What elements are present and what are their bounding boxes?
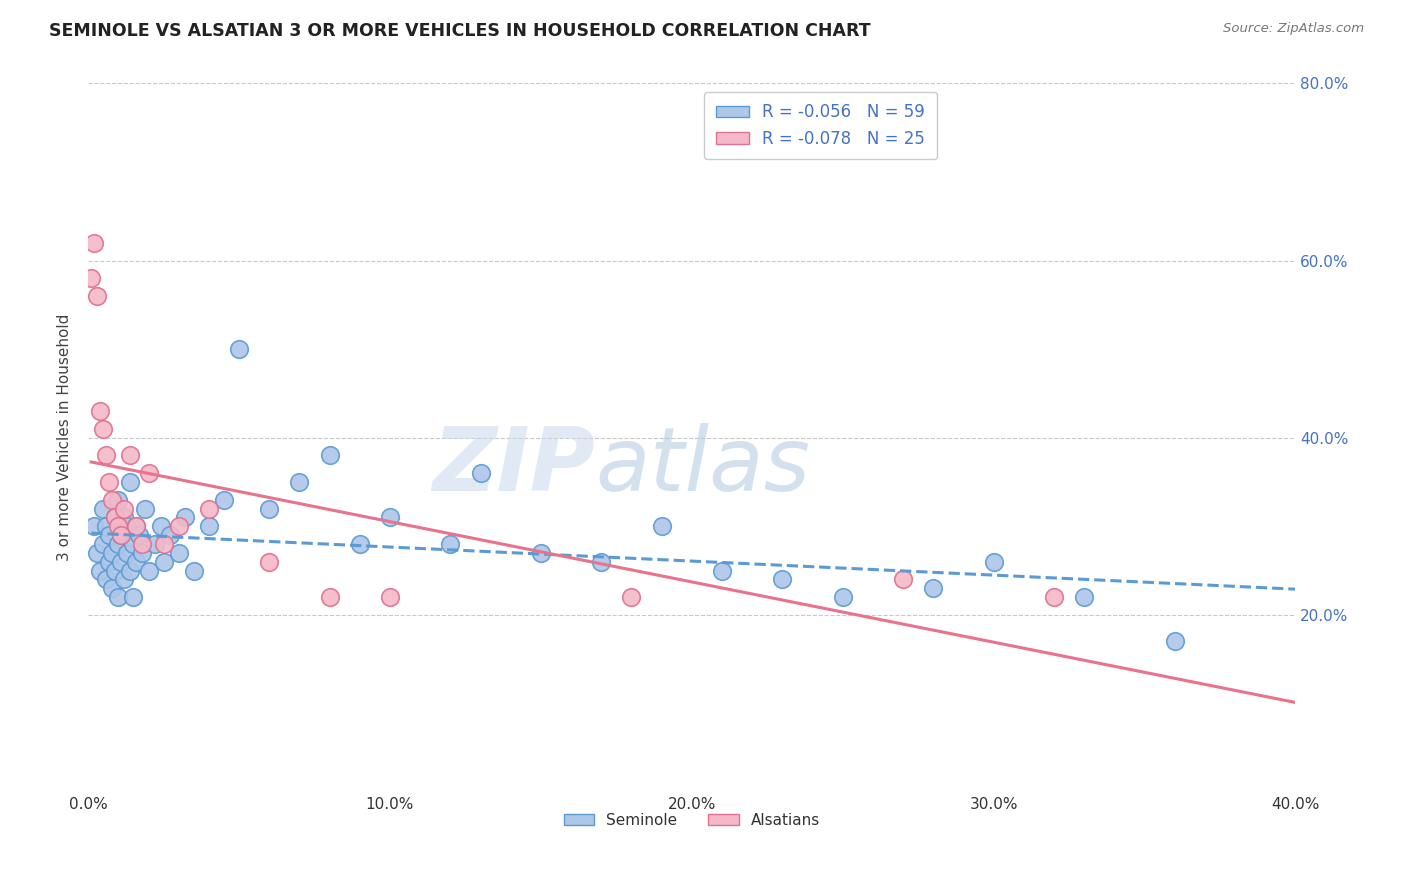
Point — [122, 590, 145, 604]
Point — [80, 271, 103, 285]
Point — [318, 590, 340, 604]
Point — [89, 564, 111, 578]
Point — [120, 449, 142, 463]
Point — [530, 546, 553, 560]
Point — [149, 519, 172, 533]
Point — [891, 573, 914, 587]
Point — [1164, 634, 1187, 648]
Point — [131, 546, 153, 560]
Point — [107, 492, 129, 507]
Point — [110, 555, 132, 569]
Point — [104, 510, 127, 524]
Point — [228, 342, 250, 356]
Point — [107, 590, 129, 604]
Point — [101, 581, 124, 595]
Point — [152, 555, 174, 569]
Point — [83, 235, 105, 250]
Point — [96, 449, 118, 463]
Point — [831, 590, 853, 604]
Legend: Seminole, Alsatians: Seminole, Alsatians — [557, 806, 827, 834]
Point — [91, 422, 114, 436]
Point — [183, 564, 205, 578]
Point — [318, 449, 340, 463]
Point — [349, 537, 371, 551]
Point — [120, 475, 142, 489]
Point — [198, 501, 221, 516]
Point — [257, 501, 280, 516]
Y-axis label: 3 or more Vehicles in Household: 3 or more Vehicles in Household — [58, 314, 72, 561]
Point — [104, 510, 127, 524]
Point — [167, 519, 190, 533]
Point — [125, 555, 148, 569]
Point — [159, 528, 181, 542]
Text: SEMINOLE VS ALSATIAN 3 OR MORE VEHICLES IN HOUSEHOLD CORRELATION CHART: SEMINOLE VS ALSATIAN 3 OR MORE VEHICLES … — [49, 22, 870, 40]
Point — [128, 528, 150, 542]
Point — [711, 564, 734, 578]
Point — [922, 581, 945, 595]
Point — [288, 475, 311, 489]
Point — [620, 590, 643, 604]
Point — [89, 404, 111, 418]
Point — [378, 590, 401, 604]
Point — [983, 555, 1005, 569]
Point — [470, 466, 492, 480]
Point — [198, 519, 221, 533]
Point — [212, 492, 235, 507]
Point — [107, 537, 129, 551]
Point — [98, 475, 121, 489]
Point — [1073, 590, 1095, 604]
Point — [125, 519, 148, 533]
Point — [378, 510, 401, 524]
Point — [112, 573, 135, 587]
Point — [167, 546, 190, 560]
Point — [117, 519, 139, 533]
Point — [98, 555, 121, 569]
Point — [152, 537, 174, 551]
Point — [86, 546, 108, 560]
Point — [86, 289, 108, 303]
Point — [101, 546, 124, 560]
Point — [1043, 590, 1066, 604]
Point — [138, 466, 160, 480]
Point — [138, 564, 160, 578]
Point — [110, 528, 132, 542]
Point — [112, 510, 135, 524]
Point — [101, 492, 124, 507]
Point — [770, 573, 793, 587]
Text: ZIP: ZIP — [433, 423, 595, 509]
Point — [439, 537, 461, 551]
Text: Source: ZipAtlas.com: Source: ZipAtlas.com — [1223, 22, 1364, 36]
Point — [120, 564, 142, 578]
Point — [125, 519, 148, 533]
Text: atlas: atlas — [595, 423, 810, 509]
Point — [110, 528, 132, 542]
Point — [143, 537, 166, 551]
Point — [112, 501, 135, 516]
Point — [91, 537, 114, 551]
Point — [173, 510, 195, 524]
Point — [107, 519, 129, 533]
Point — [651, 519, 673, 533]
Point — [122, 537, 145, 551]
Point — [117, 546, 139, 560]
Point — [91, 501, 114, 516]
Point — [83, 519, 105, 533]
Point — [96, 519, 118, 533]
Point — [134, 501, 156, 516]
Point — [104, 564, 127, 578]
Point — [131, 537, 153, 551]
Point — [591, 555, 613, 569]
Point — [257, 555, 280, 569]
Point — [96, 573, 118, 587]
Point — [98, 528, 121, 542]
